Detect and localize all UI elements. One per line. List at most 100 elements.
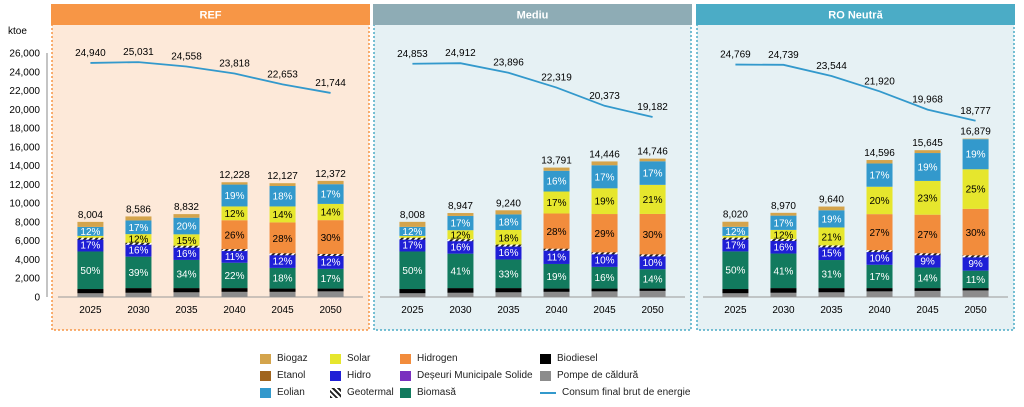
y-tick-label: 6,000: [15, 236, 40, 247]
bar-segment-hidro: [722, 238, 749, 252]
bar-segment-eolian: [866, 163, 893, 187]
legend-item-geotermal: Geotermal: [330, 386, 394, 399]
bar-segment-pompe: [818, 292, 845, 297]
x-tick-label: 2025: [724, 305, 747, 316]
legend-swatch: [400, 353, 411, 364]
segment-label: 19%: [547, 272, 567, 283]
segment-label: 12%: [273, 257, 293, 268]
bar-total-label: 12,372: [315, 169, 346, 180]
bar-segment-hidrogen: [914, 214, 941, 255]
x-tick-label: 2035: [497, 305, 520, 316]
bar-segment-hidrogen: [591, 214, 618, 254]
bar-segment-hidro: [77, 238, 104, 252]
x-tick-label: 2040: [545, 305, 568, 316]
bar-segment-geotermal: [591, 252, 618, 255]
bar-total-label: 9,240: [496, 198, 521, 209]
bar-total-label: 8,004: [78, 210, 103, 221]
segment-label: 19%: [966, 150, 986, 161]
bar-segment-geotermal: [866, 250, 893, 253]
bar-segment-biomasa: [495, 259, 522, 289]
legend-swatch: [330, 387, 341, 398]
x-tick-label: 2030: [772, 305, 795, 316]
panel-title: RO Neutră: [828, 10, 883, 22]
segment-label: 23%: [918, 193, 938, 204]
segment-label: 9%: [920, 256, 935, 267]
bar-segment-biomasa: [125, 256, 152, 289]
bar-segment-solar: [914, 180, 941, 215]
bar-segment-hidrogen: [269, 222, 296, 255]
bar-segment-eolian: [447, 215, 474, 231]
segment-label: 11%: [225, 252, 244, 263]
panel-background: [373, 23, 692, 331]
bar-segment-biogaz: [818, 206, 845, 211]
x-tick-label: 2025: [79, 305, 102, 316]
legend-swatch: [540, 370, 551, 381]
segment-label: 39%: [128, 268, 148, 279]
bar-segment-solar: [770, 229, 797, 241]
legend-swatch: [260, 387, 271, 398]
bar-segment-biogaz: [591, 161, 618, 166]
legend-item-eolian: Eolian: [260, 386, 305, 399]
bar-total-label: 8,008: [400, 210, 425, 221]
segment-label: 17%: [643, 169, 663, 180]
segment-label: 25%: [966, 185, 986, 196]
segment-label: 27%: [870, 228, 890, 239]
segment-label: 14%: [273, 210, 293, 221]
legend-swatch: [400, 370, 411, 381]
legend-label: Solar: [347, 353, 371, 364]
line-value-label: 22,319: [541, 73, 572, 84]
bar-segment-biodiesel: [722, 289, 749, 294]
bar-segment-hidro: [221, 250, 248, 263]
legend-item-biodiesel: Biodiesel: [540, 352, 598, 365]
y-tick-label: 24,000: [9, 67, 40, 78]
legend-item-hidro: Hidro: [330, 369, 371, 382]
legend-item-pompe: Pompe de căldură: [540, 369, 638, 382]
bar-segment-hidro: [317, 254, 344, 269]
bar-segment-pompe: [962, 290, 989, 297]
bar-segment-biodiesel: [639, 288, 666, 291]
bar-segment-biogaz: [173, 214, 200, 218]
segment-label: 16%: [547, 177, 567, 188]
bar-segment-geotermal: [639, 254, 666, 257]
line-value-label: 25,031: [123, 47, 154, 58]
panel-background: [696, 23, 1015, 331]
bar-segment-biodiesel: [543, 288, 570, 292]
bar-segment-hidro: [269, 254, 296, 268]
segment-label: 12%: [225, 209, 245, 220]
bar-segment-hidro: [818, 246, 845, 261]
segment-label: 17%: [547, 198, 567, 209]
segment-label: 16%: [498, 248, 518, 259]
bar-segment-hidrogen: [866, 214, 893, 252]
bar-segment-pompe: [447, 292, 474, 297]
bar-segment-solar: [77, 235, 104, 239]
legend-item-hidrogen: Hidrogen: [400, 352, 458, 365]
bar-segment-pompe: [269, 291, 296, 297]
bar-segment-biomasa: [770, 253, 797, 289]
y-tick-label: 20,000: [9, 105, 40, 116]
line-value-label: 21,920: [864, 76, 895, 87]
x-tick-label: 2040: [223, 305, 246, 316]
bar-segment-hidro: [543, 249, 570, 264]
bar-segment-hidrogen: [962, 208, 989, 257]
segment-label: 33%: [498, 269, 518, 280]
bar-segment-pompe: [543, 291, 570, 297]
bar-segment-biomasa: [914, 267, 941, 289]
bar-total-label: 9,640: [819, 195, 844, 206]
bar-segment-solar: [639, 184, 666, 214]
bar-segment-geotermal: [399, 237, 426, 240]
bar-segment-biodiesel: [399, 289, 426, 294]
bar-segment-hidro: [495, 245, 522, 260]
bar-segment-biogaz: [399, 221, 426, 227]
segment-label: 12%: [80, 227, 100, 238]
bar-segment-eolian: [495, 214, 522, 230]
legend-label: Eolian: [277, 387, 305, 398]
bar-segment-solar: [173, 234, 200, 247]
bar-segment-geotermal: [914, 253, 941, 256]
segment-label: 17%: [725, 241, 745, 252]
segment-label: 17%: [870, 272, 890, 283]
bar-segment-biodiesel: [591, 288, 618, 292]
bar-segment-biodiesel: [221, 288, 248, 292]
legend-label: Pompe de căldură: [557, 370, 639, 381]
segment-label: 14%: [918, 273, 938, 284]
bar-segment-hidro: [173, 246, 200, 260]
